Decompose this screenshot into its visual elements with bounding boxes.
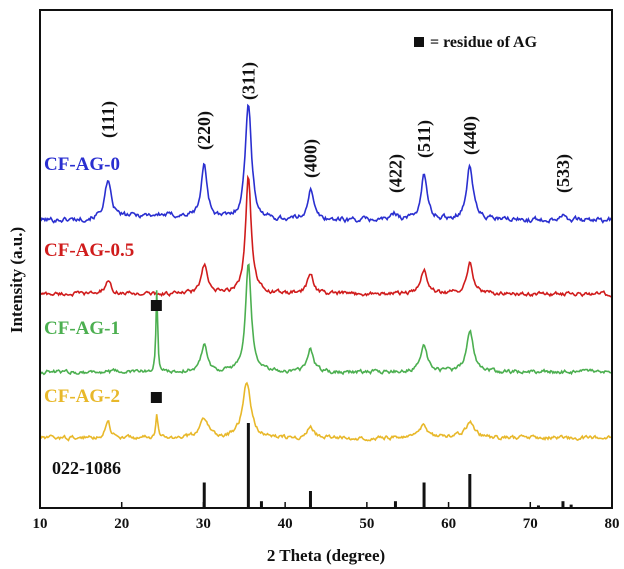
peak-label: (511) — [414, 120, 435, 158]
x-tick-label: 70 — [523, 516, 538, 532]
peak-label: (311) — [238, 62, 259, 100]
x-tick-label: 20 — [114, 516, 129, 532]
series-label-cf-ag-1: CF-AG-1 — [44, 318, 120, 339]
legend: = residue of AG — [414, 34, 538, 51]
residue-markers-group — [150, 300, 162, 403]
x-tick-label: 50 — [359, 516, 374, 532]
peak-label: (220) — [194, 111, 215, 150]
x-tick-label: 30 — [196, 516, 211, 532]
legend-text: = residue of AG — [430, 34, 538, 51]
peak-label: (440) — [460, 116, 481, 155]
series-group — [39, 103, 613, 442]
x-axis-title: 2 Theta (degree) — [267, 546, 385, 565]
x-tick-label: 10 — [33, 516, 48, 532]
peak-label: (400) — [300, 139, 321, 178]
reference-lines-group — [202, 423, 573, 508]
series-line-cf-ag-0.5 — [39, 174, 612, 298]
y-axis-title: Intensity (a.u.) — [7, 227, 26, 333]
peak-labels-group: (111) (220) (311) (400) (422) (511) (440) (533) — [98, 62, 574, 193]
x-axis-ticks: 10 20 30 40 50 60 70 80 — [33, 502, 620, 532]
peak-label: (111) — [98, 101, 119, 138]
series-line-cf-ag-0 — [39, 103, 613, 224]
series-label-cf-ag-2: CF-AG-2 — [44, 386, 120, 407]
series-line-cf-ag-2 — [39, 381, 612, 442]
reference-label: 022-1086 — [52, 458, 121, 478]
series-labels-group: CF-AG-0 CF-AG-0.5 CF-AG-1 CF-AG-2 — [44, 154, 134, 407]
residue-marker-cf-ag-1 — [150, 300, 162, 311]
plot-frame — [39, 9, 613, 509]
x-tick-label: 40 — [278, 516, 293, 532]
series-label-cf-ag-0: CF-AG-0 — [44, 154, 120, 175]
peak-label: (533) — [553, 154, 574, 193]
series-line-cf-ag-1 — [39, 263, 612, 376]
peak-label: (422) — [385, 154, 406, 193]
legend-residue-marker — [414, 37, 424, 47]
x-tick-label: 60 — [441, 516, 456, 532]
x-tick-label: 80 — [605, 516, 620, 532]
residue-marker-cf-ag-2 — [150, 392, 162, 403]
series-label-cf-ag-0.5: CF-AG-0.5 — [44, 240, 134, 261]
